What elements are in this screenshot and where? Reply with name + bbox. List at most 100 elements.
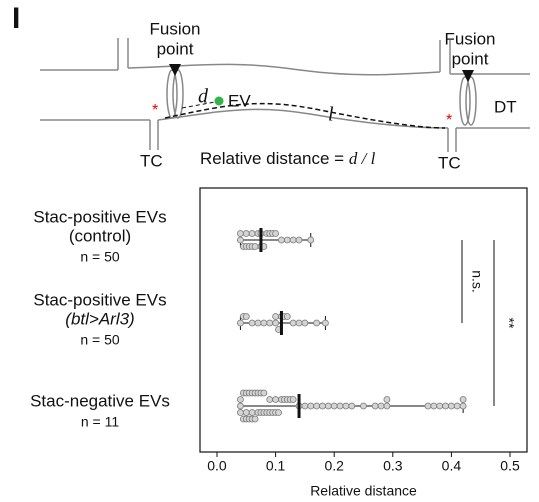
dot — [459, 396, 467, 403]
ev-label: EV — [228, 91, 251, 110]
dot — [360, 402, 367, 410]
plot-frame — [199, 187, 528, 453]
x-axis-label: Relative distance — [310, 483, 417, 499]
tc-top — [117, 38, 451, 74]
dot — [289, 396, 297, 403]
x-tick-label: 0.1 — [266, 458, 286, 474]
ev-dot — [214, 96, 224, 106]
dot — [313, 319, 321, 327]
tc-bottom — [149, 120, 457, 152]
category-label: (btl>Arl3) — [65, 309, 134, 328]
arrow — [169, 64, 181, 76]
dot — [289, 319, 297, 327]
dot — [237, 319, 244, 327]
panel-label: I — [12, 2, 20, 35]
ring-left — [166, 69, 184, 119]
dot — [383, 396, 391, 403]
dot — [371, 402, 379, 410]
dot — [295, 319, 303, 327]
dot — [272, 396, 279, 403]
dot — [459, 402, 467, 410]
dot — [242, 409, 250, 416]
dot — [324, 402, 332, 410]
dot — [242, 230, 250, 237]
dot — [260, 319, 268, 327]
diagram: * * Fusion point Fusion point d EV l DT … — [40, 19, 530, 172]
dot — [307, 402, 315, 410]
x-tick-label: 0.4 — [442, 458, 462, 474]
dot — [377, 402, 385, 410]
dot — [442, 402, 449, 410]
annotation: ** — [501, 318, 517, 329]
dot — [260, 389, 268, 397]
dot — [313, 402, 321, 410]
tc-label: TC — [140, 151, 163, 170]
dot — [237, 230, 244, 237]
dot — [242, 313, 250, 320]
n-label: n = 11 — [81, 414, 119, 430]
dot — [237, 409, 244, 416]
dot — [436, 402, 444, 410]
dot — [266, 396, 274, 403]
dot — [237, 402, 244, 410]
dot — [383, 402, 391, 410]
dot — [307, 236, 315, 244]
dot — [248, 409, 256, 416]
dot — [330, 402, 338, 410]
category-label: Stac-positive EVs — [33, 290, 166, 309]
tube-bottom — [40, 108, 530, 129]
distance-line — [164, 102, 446, 129]
dot — [430, 402, 438, 410]
dot — [283, 236, 291, 244]
annotation: n.s. — [469, 270, 485, 293]
dot — [336, 402, 344, 410]
dot — [322, 319, 329, 327]
formula-text: Relative distance = — [200, 149, 349, 168]
n-label: n = 50 — [80, 249, 120, 265]
dot — [278, 236, 285, 244]
dot — [237, 396, 244, 403]
l-label: l — [328, 104, 334, 126]
dot — [251, 243, 259, 250]
x-tick-label: 0.0 — [207, 458, 227, 474]
dot — [266, 319, 274, 327]
asterisk: * — [446, 112, 452, 129]
x-tick-label: 0.5 — [500, 458, 520, 474]
fusion-label: point — [452, 49, 489, 68]
dot — [301, 402, 309, 410]
dot — [248, 230, 256, 237]
formula-expr: d / l — [349, 149, 376, 168]
arrow — [462, 70, 474, 82]
dot — [272, 313, 279, 320]
n-label: n = 50 — [80, 332, 120, 348]
formula: Relative distance = d / l — [200, 149, 376, 169]
ring-right — [459, 76, 477, 126]
fusion-label: Fusion — [149, 19, 200, 38]
dot — [453, 402, 461, 410]
dot — [248, 319, 256, 327]
dot — [272, 230, 279, 237]
d-label: d — [198, 86, 209, 108]
dot — [254, 319, 262, 327]
fusion-label: Fusion — [444, 29, 495, 48]
dot — [275, 409, 282, 416]
tube-top — [40, 63, 530, 76]
dot — [348, 402, 356, 410]
category-label: (control) — [69, 226, 131, 245]
dot — [295, 236, 303, 244]
asterisk: * — [152, 102, 158, 119]
category-label: Stac-positive EVs — [33, 207, 166, 226]
dot — [448, 402, 455, 410]
dot — [272, 319, 279, 327]
dot — [251, 415, 259, 423]
dot — [424, 402, 432, 410]
category-label: Stac-negative EVs — [30, 391, 170, 410]
fusion-label: point — [157, 39, 194, 58]
d-line — [181, 101, 216, 109]
dot — [283, 313, 291, 320]
tc-label: TC — [438, 153, 461, 172]
x-tick-label: 0.3 — [383, 458, 403, 474]
dot — [301, 319, 309, 327]
x-tick-label: 0.2 — [324, 458, 344, 474]
